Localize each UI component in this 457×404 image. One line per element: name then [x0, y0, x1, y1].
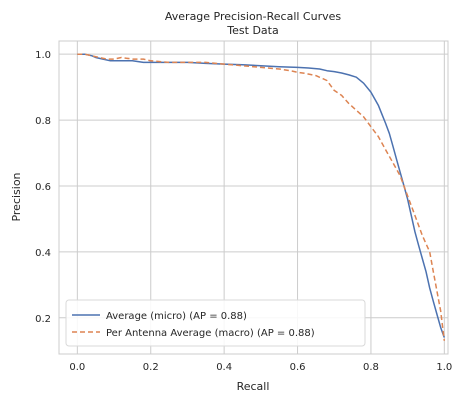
- chart-title: Average Precision-Recall Curves: [165, 10, 341, 23]
- x-tick-label: 1.0: [436, 362, 452, 373]
- y-tick-label: 0.2: [35, 314, 51, 325]
- legend: Average (micro) (AP = 0.88) Per Antenna …: [65, 299, 366, 347]
- series-layer: [77, 53, 446, 341]
- x-axis-label: Recall: [237, 380, 270, 393]
- y-tick-label: 0.6: [35, 182, 51, 193]
- y-tick-labels: 0.2 0.4 0.6 0.8 1.0: [35, 50, 51, 325]
- x-tick-labels: 0.0 0.2 0.4 0.6 0.8 1.0: [69, 362, 452, 373]
- series-line-micro: [77, 53, 446, 338]
- y-tick-label: 0.8: [35, 116, 51, 127]
- x-tick-label: 0.6: [290, 362, 306, 373]
- legend-box: [65, 299, 366, 347]
- legend-label-micro: Average (micro) (AP = 0.88): [106, 311, 247, 322]
- y-tick-label: 1.0: [35, 50, 51, 61]
- series-line-macro: [77, 53, 446, 341]
- y-axis-label: Precision: [10, 172, 23, 221]
- chart-subtitle: Test Data: [226, 24, 278, 37]
- x-tick-label: 0.4: [216, 362, 232, 373]
- legend-label-macro: Per Antenna Average (macro) (AP = 0.88): [106, 328, 315, 339]
- plot-frame: [58, 40, 449, 355]
- x-tick-label: 0.0: [69, 362, 85, 373]
- x-tick-label: 0.2: [143, 362, 159, 373]
- y-tick-label: 0.4: [35, 248, 51, 259]
- x-tick-label: 0.8: [363, 362, 379, 373]
